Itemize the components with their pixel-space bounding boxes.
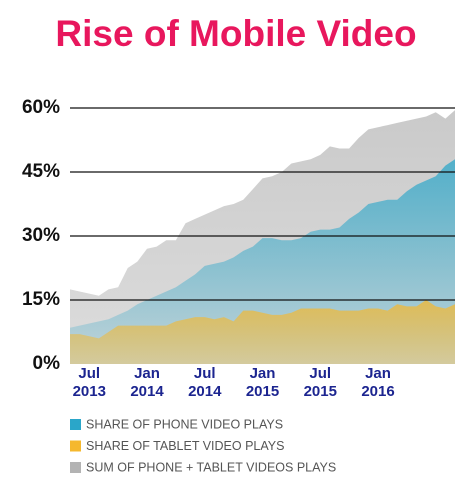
legend-swatch bbox=[70, 419, 81, 430]
y-tick-label: 0% bbox=[33, 353, 61, 374]
y-tick-label: 30% bbox=[22, 225, 60, 246]
x-tick-label: Jan 2014 bbox=[130, 365, 164, 400]
legend-label: SHARE OF PHONE VIDEO PLAYS bbox=[86, 417, 283, 431]
x-tick-label: Jul 2015 bbox=[303, 365, 337, 400]
x-tick-label: Jan 2016 bbox=[361, 365, 395, 400]
y-tick-label: 15% bbox=[22, 289, 60, 310]
x-tick-label: Jul 2014 bbox=[188, 365, 222, 400]
y-tick-label: 45% bbox=[22, 161, 60, 182]
legend-swatch bbox=[70, 462, 81, 473]
legend-swatch bbox=[70, 440, 81, 452]
x-tick-label: Jul 2013 bbox=[72, 365, 106, 400]
legend-label: SUM OF PHONE + TABLET VIDEOS PLAYS bbox=[86, 460, 336, 474]
legend-label: SHARE OF TABLET VIDEO PLAYS bbox=[86, 439, 284, 453]
chart-title: Rise of Mobile Video bbox=[55, 13, 416, 54]
x-tick-label: Jan 2015 bbox=[245, 365, 280, 400]
y-tick-label: 60% bbox=[22, 97, 60, 118]
area bbox=[70, 300, 455, 364]
